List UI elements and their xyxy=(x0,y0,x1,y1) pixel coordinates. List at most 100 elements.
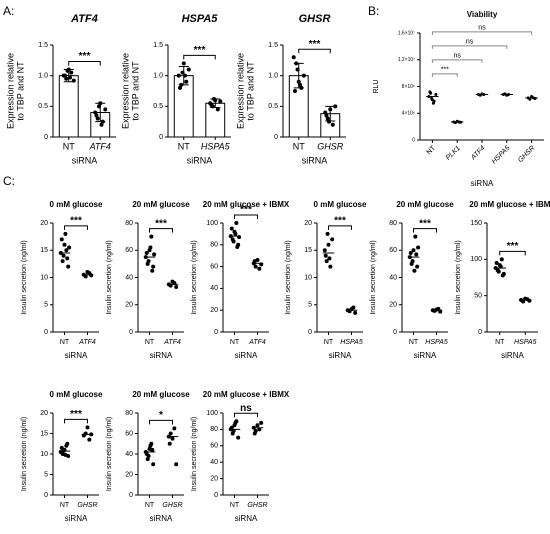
y-tick-label: 1.5 xyxy=(268,42,278,49)
x-axis-label: siRNA xyxy=(471,179,494,188)
y-axis-label: Insulin secretion (ng/ml) xyxy=(455,240,462,314)
data-point xyxy=(69,70,74,75)
y-tick-label: 50 xyxy=(474,293,482,300)
significance-bracket xyxy=(413,228,437,233)
chart-title: ATF4 xyxy=(70,13,98,25)
data-point xyxy=(71,78,76,83)
bar xyxy=(205,102,226,138)
significance-label: ns xyxy=(453,53,461,60)
data-point xyxy=(148,245,153,250)
x-tick-label: GHSR xyxy=(162,502,182,509)
x-tick-label: NT xyxy=(426,144,438,156)
x-axis-label: siRNA xyxy=(65,514,88,523)
y-tick-label: 0.5 xyxy=(38,103,48,110)
chart-title: 20 mM glucose + IBMX xyxy=(203,390,290,399)
y-tick-label: 0 xyxy=(478,329,482,336)
data-point xyxy=(151,264,156,269)
data-point xyxy=(494,260,499,265)
chart-title: 0 mM glucose xyxy=(314,200,367,209)
data-point xyxy=(257,266,262,271)
data-point xyxy=(99,122,104,127)
data-point xyxy=(496,269,501,274)
x-tick-label: ATF4 xyxy=(248,339,266,346)
x-tick-label: NT xyxy=(495,339,505,346)
x-tick-label: HSPA5 xyxy=(514,339,537,346)
y-tick-label: 4×10⁶ xyxy=(402,111,415,117)
data-point xyxy=(295,67,300,72)
x-tick-label: HSPA5 xyxy=(491,145,512,166)
y-tick-label: 100 xyxy=(470,256,482,263)
significance-bracket xyxy=(431,31,533,35)
y-tick-label: 20 xyxy=(40,410,48,417)
data-point xyxy=(415,264,420,269)
x-tick-label: GHSR xyxy=(247,502,267,509)
data-point xyxy=(500,273,505,278)
x-tick-label: NT xyxy=(178,141,190,151)
y-axis-label: Insulin secretion (ng/ml) xyxy=(191,417,198,491)
data-point xyxy=(351,305,356,310)
data-point xyxy=(325,116,330,121)
y-tick-label: 0 xyxy=(129,329,133,336)
data-point xyxy=(414,252,419,257)
y-axis-label: Expression relative xyxy=(235,53,245,129)
y-axis-label: Expression relative xyxy=(5,53,15,129)
significance-label: *** xyxy=(507,241,519,252)
data-point xyxy=(323,110,328,115)
chart-title: 20 mM glucose + IBMX xyxy=(469,200,550,209)
y-tick-label: 80 xyxy=(389,220,397,227)
significance-bracket xyxy=(328,225,352,230)
data-point xyxy=(183,73,188,78)
data-point xyxy=(330,237,335,242)
data-point xyxy=(416,245,421,250)
data-point xyxy=(412,268,417,273)
data-point xyxy=(411,248,416,253)
x-tick-label: ATF4 xyxy=(163,339,181,346)
data-point xyxy=(65,441,70,446)
y-tick-label: 1.2×10⁷ xyxy=(398,57,415,63)
data-point xyxy=(186,67,191,72)
x-axis-label: siRNA xyxy=(329,351,352,360)
significance-label: *** xyxy=(419,218,431,229)
data-point xyxy=(94,113,99,118)
x-axis-label: siRNA xyxy=(150,351,173,360)
data-point xyxy=(333,104,338,109)
data-point xyxy=(257,427,262,432)
x-axis-label: siRNA xyxy=(414,351,437,360)
data-point xyxy=(330,122,335,127)
data-point xyxy=(294,61,299,66)
data-point xyxy=(327,256,332,261)
y-axis-label: to TBP and NT xyxy=(15,61,25,121)
data-point xyxy=(301,73,306,78)
data-point xyxy=(148,443,153,448)
data-point xyxy=(413,234,418,239)
y-axis-label: to TBP and NT xyxy=(245,61,255,121)
data-point xyxy=(87,437,92,442)
significance-label: *** xyxy=(240,205,252,216)
data-point xyxy=(428,90,432,94)
data-point xyxy=(231,239,236,244)
data-point xyxy=(96,104,101,109)
y-tick-label: 40 xyxy=(125,274,133,281)
y-tick-label: 60 xyxy=(210,263,218,270)
data-point xyxy=(328,264,333,269)
significance-bracket xyxy=(499,250,526,256)
x-axis-label: siRNA xyxy=(150,514,173,523)
y-axis-label: Insulin secretion (ng/ml) xyxy=(285,240,292,314)
significance-label: ns xyxy=(478,25,486,32)
data-point xyxy=(67,245,72,250)
x-tick-label: GHSR xyxy=(77,502,97,509)
chart-title: GHSR xyxy=(299,13,331,25)
data-point xyxy=(59,445,64,450)
significance-bracket xyxy=(234,214,258,219)
x-axis-label: siRNA xyxy=(235,351,258,360)
significance-bracket xyxy=(149,228,173,233)
y-tick-label: 20 xyxy=(210,475,218,482)
data-point xyxy=(298,82,303,87)
bar xyxy=(58,75,79,138)
data-point xyxy=(235,244,240,249)
data-point xyxy=(434,93,438,97)
y-tick-label: 1.0 xyxy=(38,73,48,80)
y-tick-label: 1.6×10⁷ xyxy=(398,30,415,36)
x-tick-label: NT xyxy=(324,339,334,346)
significance-bracket xyxy=(298,48,331,54)
